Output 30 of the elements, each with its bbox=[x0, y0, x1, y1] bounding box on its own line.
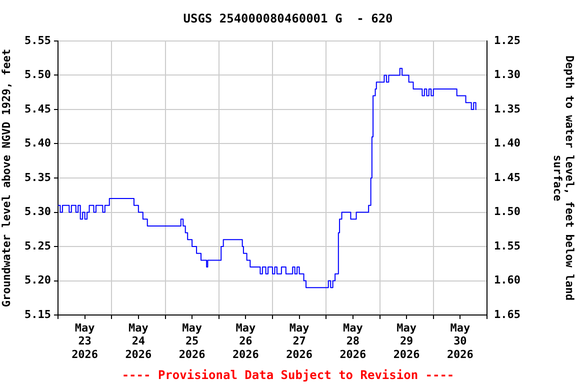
y-tick-label: 5.20 bbox=[24, 274, 51, 287]
y2-tick-label: 1.45 bbox=[494, 170, 520, 184]
y2-tick-label: 1.55 bbox=[494, 239, 520, 252]
y2-axis-title: Depth to water level, feet below land surface bbox=[550, 55, 576, 301]
y-tick-label: 5.50 bbox=[24, 68, 51, 82]
x-tick-label: May 25 2026 bbox=[178, 321, 206, 361]
y-tick-label: 5.25 bbox=[24, 239, 51, 252]
y2-tick-label: 1.25 bbox=[494, 34, 520, 47]
y2-tick-label: 1.35 bbox=[494, 102, 520, 116]
y2-tick-label: 1.30 bbox=[494, 68, 520, 82]
x-tick-label: May 26 2026 bbox=[232, 321, 260, 361]
x-tick-label: May 28 2026 bbox=[340, 321, 367, 361]
y-tick-label: 5.55 bbox=[24, 34, 51, 47]
y2-tick-label: 1.50 bbox=[494, 205, 520, 218]
x-tick-label: May 23 2026 bbox=[72, 321, 98, 361]
y2-tick-label: 1.60 bbox=[494, 274, 520, 287]
x-tick-label: May 27 2026 bbox=[286, 321, 313, 361]
x-tick-label: May 24 2026 bbox=[125, 321, 152, 361]
x-tick-label: May 30 2026 bbox=[446, 321, 474, 361]
y-axis-title: Groundwater level above NGVD 1929, feet bbox=[0, 48, 13, 308]
y-tick-label: 5.45 bbox=[24, 102, 51, 116]
y2-tick-label: 1.40 bbox=[494, 136, 520, 150]
text: ---- Provisional Data Subject to Revision ---- bbox=[122, 368, 454, 382]
x-tick-label: May 29 2026 bbox=[393, 321, 420, 361]
y-tick-label: 5.40 bbox=[24, 136, 51, 150]
y-tick-label: 5.30 bbox=[24, 205, 51, 218]
y-tick-label: 5.35 bbox=[24, 170, 51, 184]
y-tick-label: 5.15 bbox=[24, 308, 51, 321]
chart-title: USGS 254000080460001 G - 620 bbox=[183, 11, 393, 26]
y2-tick-label: 1.65 bbox=[494, 308, 520, 321]
